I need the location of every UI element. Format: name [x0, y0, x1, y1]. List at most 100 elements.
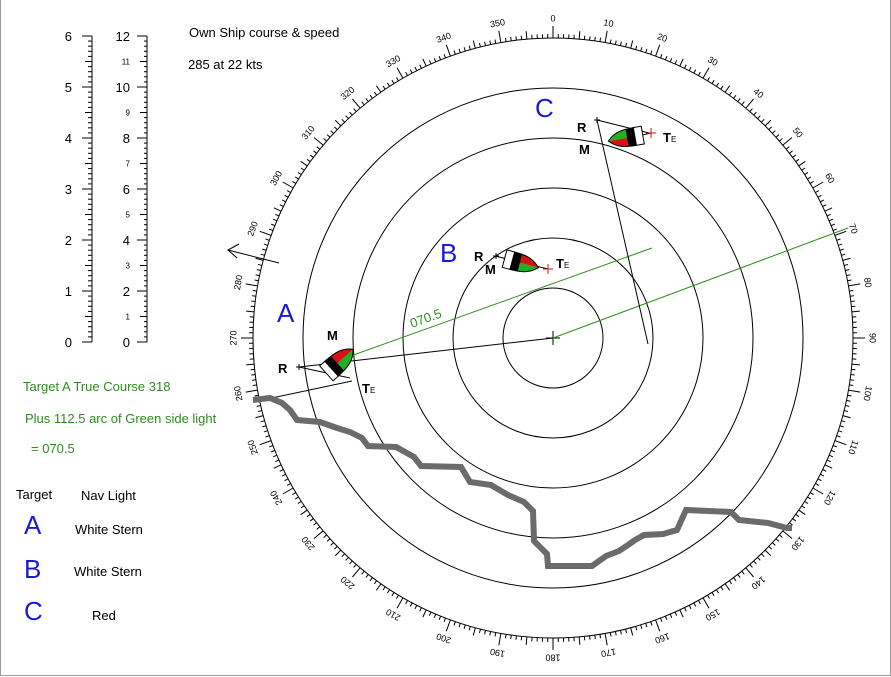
compass-bearing-label: 250: [245, 439, 260, 457]
target-a-stern: [324, 355, 345, 377]
solution-line-3: = 070.5: [31, 441, 75, 456]
target-c-green-light: [608, 128, 627, 142]
target-b-hull-box: [501, 249, 516, 270]
compass-bearing-label: 210: [384, 607, 402, 623]
right-scale-major-label: 12: [116, 29, 130, 44]
compass-bearing-label: 100: [862, 385, 874, 402]
marker-c-r: R: [577, 120, 587, 135]
compass-bearing-label: 140: [749, 574, 767, 591]
own-ship-heading-arrow: [227, 243, 280, 264]
compass-bearing-label: 90: [868, 333, 878, 343]
left-scale-label: 2: [65, 233, 72, 248]
left-scale-label: 1: [65, 284, 72, 299]
compass-bearing-label: 310: [299, 124, 316, 142]
right-scale-minor-label: 9: [126, 109, 131, 118]
right-scale-major-label: 6: [123, 182, 130, 197]
table-light-c: Red: [92, 608, 116, 623]
range-ring-3: [402, 187, 704, 489]
right-scale-minor-label: 3: [126, 262, 131, 271]
plot-label-target-b: B: [440, 238, 458, 268]
table-header-nav-light: Nav Light: [81, 488, 136, 503]
marker-a-t: TE: [362, 381, 375, 396]
compass-bearing-label: 270: [228, 330, 238, 345]
compass-bearing-label: 280: [232, 274, 244, 291]
compass-bearing-label: 230: [299, 534, 316, 552]
target-a-hull-box: [318, 360, 339, 382]
marker-b-t: TE: [556, 256, 569, 271]
right-scale-minor-label: 5: [126, 211, 131, 220]
compass-bearing-label: 130: [789, 534, 806, 552]
range-ring-5: [302, 87, 804, 589]
bearing-line-070-b: [552, 227, 849, 339]
table-light-a: White Stern: [75, 522, 143, 537]
right-scale-major-label: 10: [116, 80, 130, 95]
solution-line-2: Plus 112.5 arc of Green side light: [25, 411, 217, 426]
compass-bearing-label: 170: [600, 647, 617, 659]
right-scale-minor-label: 7: [126, 160, 131, 169]
left-scale-label: 6: [65, 29, 72, 44]
target-c-boat: [607, 125, 645, 148]
coastline: [252, 394, 792, 569]
compass-bearing-label: 120: [822, 489, 838, 507]
right-scale-major-label: 8: [123, 131, 130, 146]
right-scale-major-label: 2: [123, 284, 130, 299]
position-crosses: [296, 117, 600, 370]
compass-bearing-label: 60: [823, 171, 837, 185]
own-ship-heading: Own Ship course & speed: [189, 25, 340, 40]
bearing-line-070-a: [344, 247, 653, 359]
compass-bearing-label: 260: [232, 385, 244, 402]
marker-b-r: R: [474, 249, 484, 264]
marker-a-t-sub: E: [369, 386, 376, 395]
marker-c-t-sub: E: [670, 135, 677, 144]
compass-bearing-label: 20: [656, 31, 669, 44]
true-position-crosses: [543, 128, 656, 274]
marker-b-m: M: [485, 262, 496, 277]
right-scale-major-label: 4: [123, 233, 130, 248]
compass-bearing-label: 150: [704, 607, 722, 623]
table-light-b: White Stern: [74, 564, 142, 579]
marker-c-t-main: T: [663, 130, 671, 145]
bearing-label-070: 070.5: [408, 306, 444, 331]
right-scale-major-label: 0: [123, 335, 130, 350]
compass-bearing-label: 340: [435, 30, 453, 45]
right-scale-minor-label: 11: [122, 58, 131, 67]
compass-bearing-label: 190: [489, 647, 506, 659]
marker-a-t-main: T: [362, 381, 370, 396]
compass-rose-ticks: [241, 26, 865, 650]
vector-a-rm: [298, 366, 351, 379]
compass-bearing-label: 300: [268, 169, 284, 187]
compass-bearing-label: 290: [245, 220, 260, 238]
target-b-boat: [501, 249, 540, 273]
target-a-green-light: [337, 349, 354, 371]
table-header-target: Target: [16, 487, 53, 502]
table-target-a: A: [24, 510, 42, 540]
target-b-red-light: [520, 254, 539, 268]
left-scale-label: 3: [65, 182, 72, 197]
range-ring-4: [352, 137, 754, 539]
compass-bearing-label: 50: [791, 125, 805, 139]
target-c-hull-box: [632, 125, 645, 146]
table-target-c: C: [24, 596, 43, 626]
compass-rose-labels: 0 10 20 30 40 50 60 70 80 90 100 110 120 130 140 150 160…: [228, 13, 877, 662]
range-ring-2: [452, 237, 654, 439]
compass-bearing-label: 0: [550, 13, 555, 23]
left-scale-label: 0: [65, 335, 72, 350]
own-ship-value: 285 at 22 kts: [188, 57, 263, 72]
marker-b-t-sub: E: [563, 261, 570, 270]
compass-bearing-label: 350: [489, 17, 506, 29]
compass-bearing-label: 320: [339, 84, 357, 101]
marker-a-m: M: [327, 328, 338, 343]
compass-bearing-label: 80: [862, 277, 874, 289]
plot-label-target-c: C: [535, 93, 554, 123]
right-scale-minor-label: 1: [126, 313, 131, 322]
compass-bearing-label: 160: [654, 631, 672, 646]
target-b-stern: [509, 251, 523, 272]
marker-c-m: M: [579, 142, 590, 157]
left-scale-label: 5: [65, 80, 72, 95]
marker-a-r: R: [278, 361, 288, 376]
compass-bearing-label: 180: [545, 653, 560, 663]
vector-c-r: [596, 119, 649, 345]
target-a-boat: [318, 348, 354, 382]
